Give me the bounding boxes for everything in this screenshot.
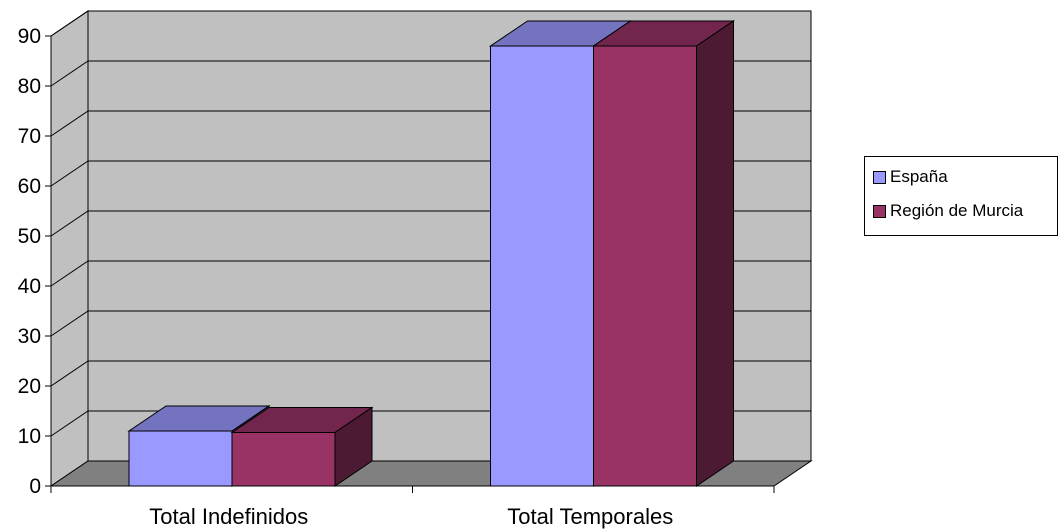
bar-front: [593, 45, 697, 487]
y-tick-label: 90: [18, 25, 41, 48]
gridline: [50, 10, 811, 37]
bar-side: [696, 20, 734, 487]
x-axis-category-labels: Total Indefinidos Total Temporales: [149, 504, 673, 529]
y-tick-label: 30: [18, 325, 41, 348]
y-tick-label: 0: [29, 475, 41, 498]
y-tick-label: 20: [18, 375, 41, 398]
bar-front: [231, 432, 336, 487]
x-category-label: Total Temporales: [507, 504, 673, 529]
bars: [127, 20, 736, 487]
x-category-label: Total Indefinidos: [149, 504, 308, 529]
legend-item-espana: España: [873, 167, 948, 187]
y-tick-label: 70: [18, 125, 41, 148]
legend-label-region-de-murcia: Región de Murcia: [890, 201, 1024, 220]
bar-front: [490, 45, 594, 487]
bar-front: [128, 430, 233, 487]
legend: España Región de Murcia: [864, 156, 1058, 236]
y-tick-label: 50: [18, 225, 41, 248]
legend-item-region-de-murcia: Región de Murcia: [873, 201, 1023, 221]
y-tick-label: 60: [18, 175, 41, 198]
legend-swatch-region-de-murcia: [873, 204, 886, 218]
bar: [591, 20, 736, 487]
y-tick-label: 40: [18, 275, 41, 298]
y-axis-tick-labels: 0 10 20 30 40 50 60 70 80 90: [18, 25, 41, 498]
bar: [230, 406, 374, 487]
y-tick-label: 80: [18, 75, 41, 98]
legend-swatch-espana: [873, 170, 886, 184]
y-tick-label: 10: [18, 425, 41, 448]
bar-side: [334, 406, 373, 487]
legend-label-espana: España: [890, 167, 948, 186]
